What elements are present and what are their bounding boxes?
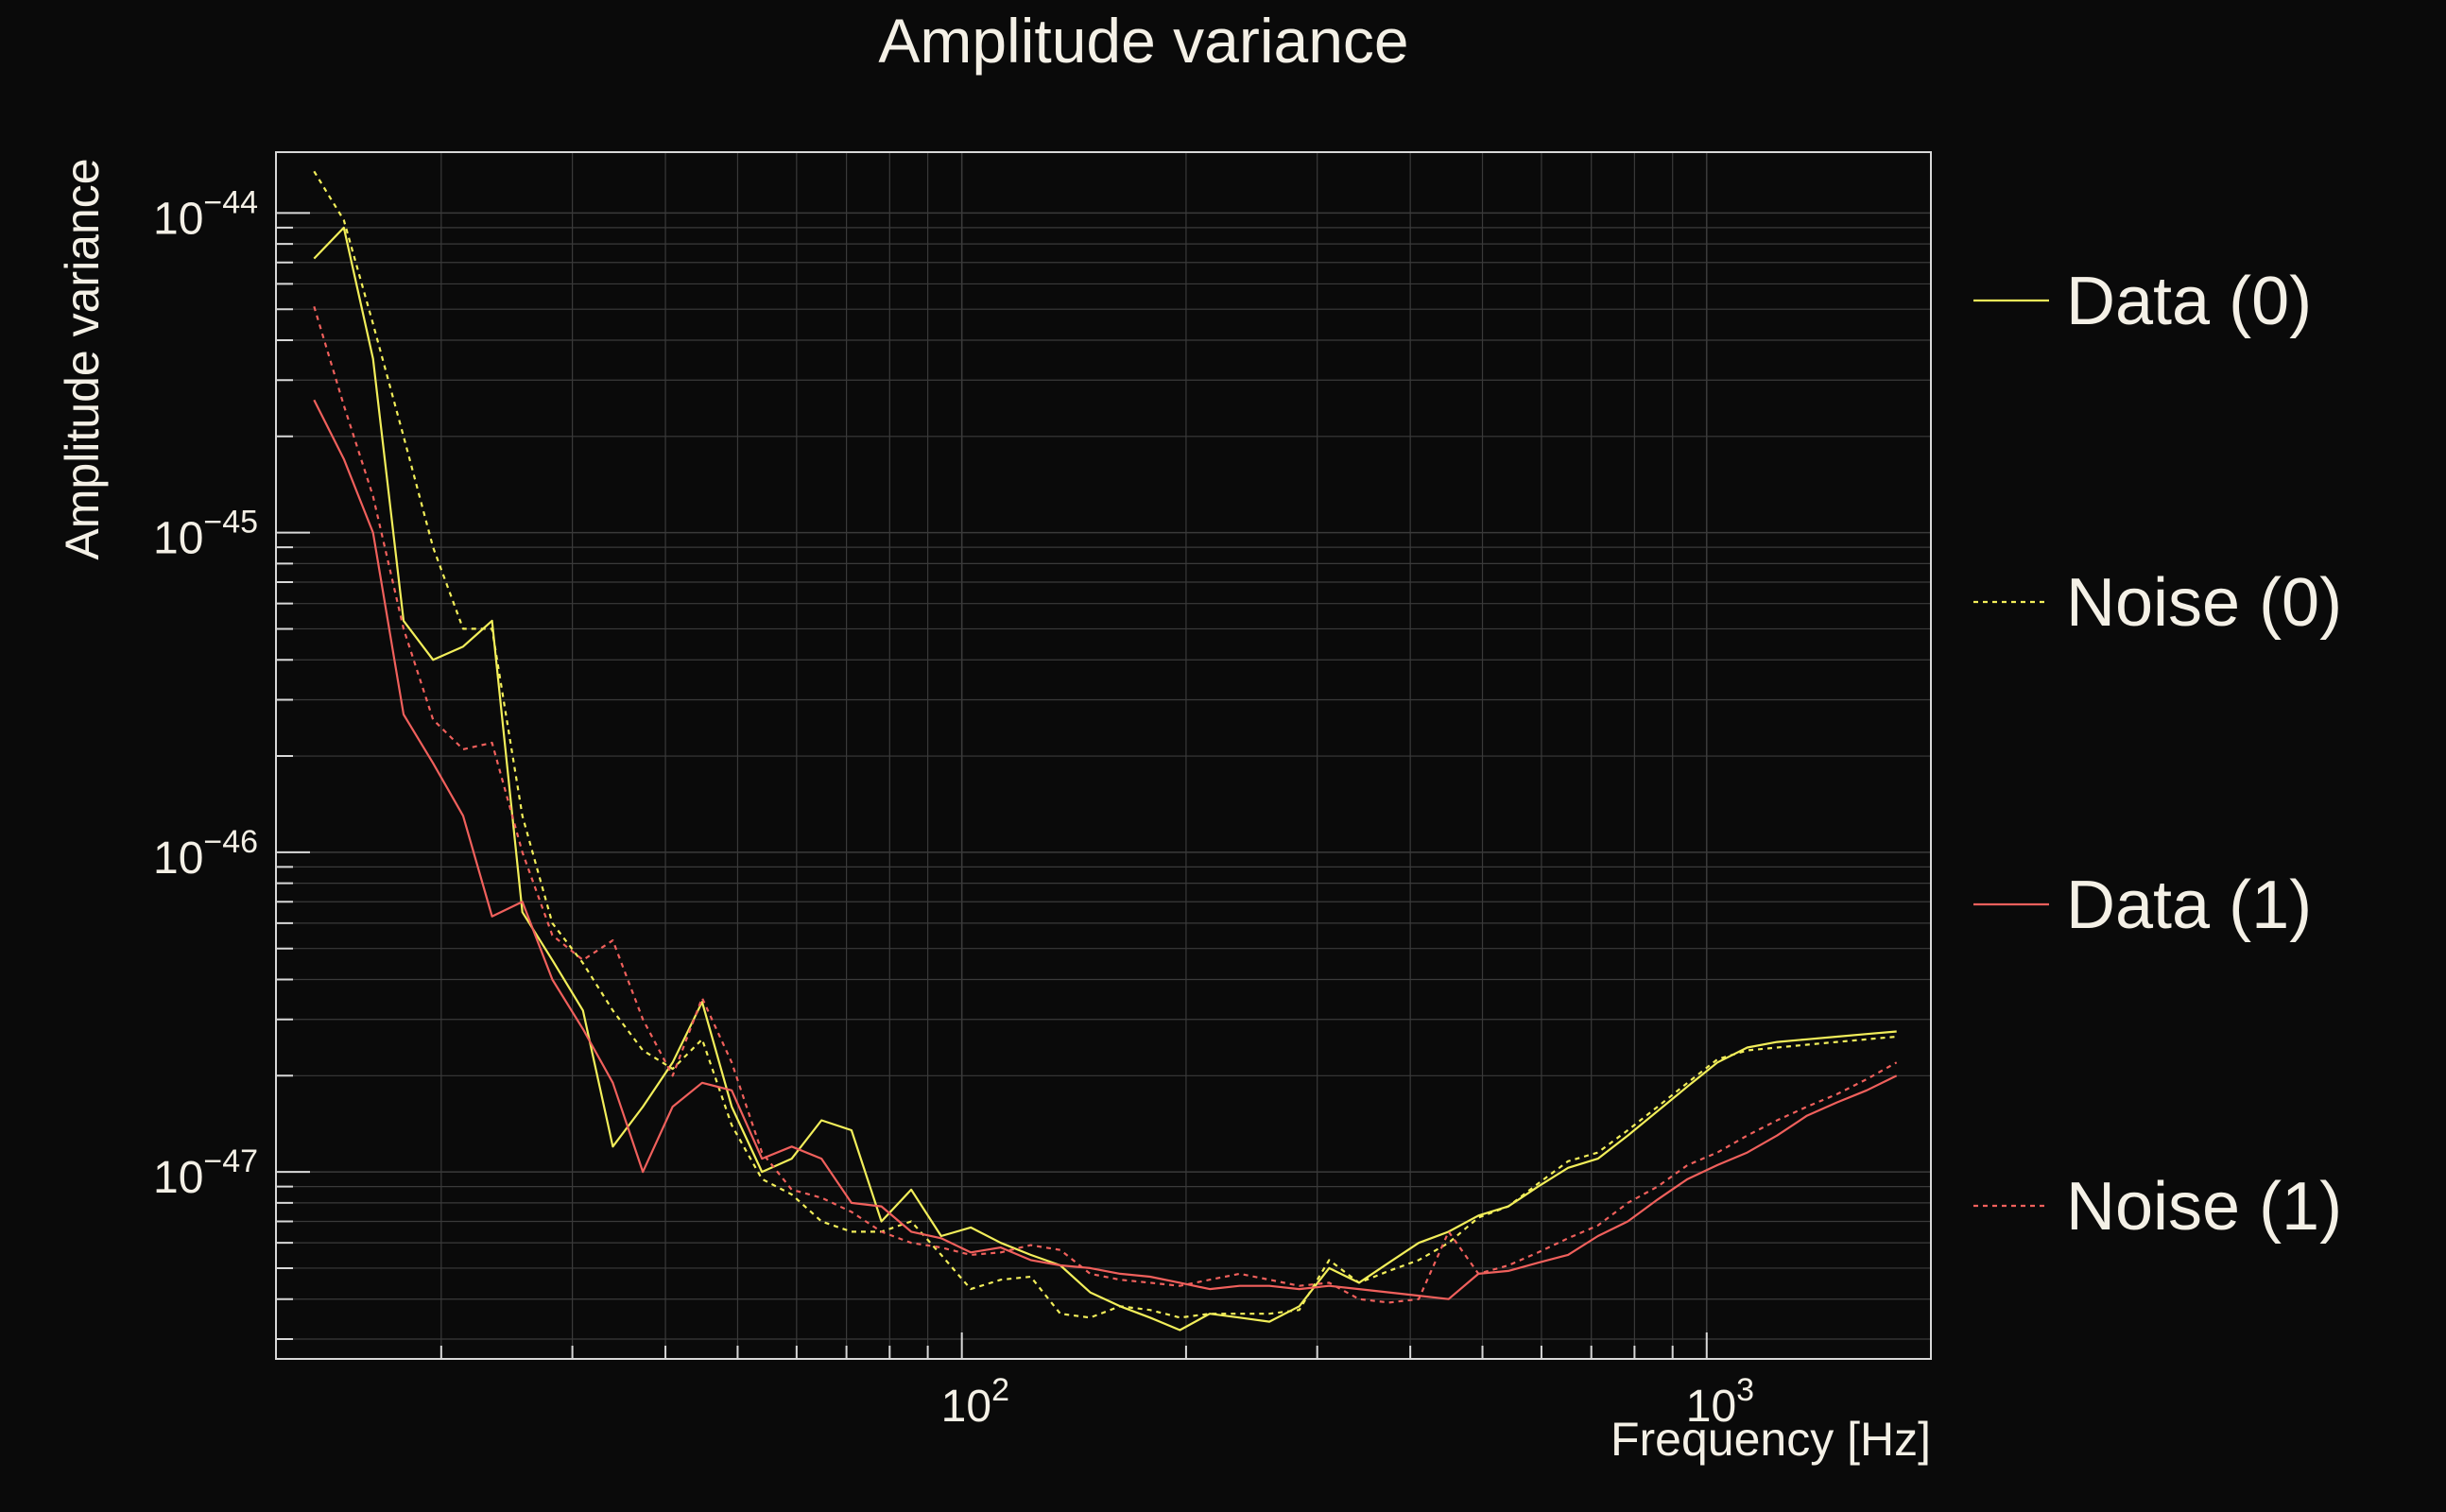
y-tick-label-exponent: −46	[203, 824, 258, 860]
y-tick-label-base: 10	[153, 194, 203, 244]
axis-ticks	[276, 212, 1932, 1359]
legend-label-1: Data (0)	[2066, 264, 2312, 339]
y-tick-label: 10−45	[153, 505, 258, 564]
series-line-3	[313, 399, 1898, 1300]
series-line-4	[313, 305, 1898, 1304]
y-tick-label: 10−47	[153, 1143, 258, 1203]
y-tick-label-base: 10	[153, 514, 203, 564]
legend-label-3: Data (1)	[2066, 868, 2312, 943]
y-axis-label: Amplitude variance	[56, 158, 109, 559]
y-tick-label-exponent: −44	[203, 184, 258, 220]
x-axis-label: Frequency [Hz]	[1611, 1413, 1931, 1466]
y-tick-label-base: 10	[153, 1153, 203, 1203]
x-tick-label: 102	[941, 1372, 1009, 1432]
x-tick-label-exponent: 2	[991, 1372, 1009, 1408]
x-tick-label-base: 10	[1686, 1382, 1736, 1432]
y-tick-label-base: 10	[153, 833, 203, 884]
chart-title: Amplitude variance	[878, 6, 1408, 76]
legend-label-4: Noise (1)	[2066, 1169, 2342, 1245]
y-tick-label: 10−44	[153, 184, 258, 244]
legend-label-2: Noise (0)	[2066, 565, 2342, 641]
grid	[276, 152, 1932, 1359]
series-line-1	[313, 226, 1897, 1332]
y-tick-label-exponent: −47	[203, 1143, 258, 1179]
legend: Data (0) Noise (0) Data (1) Noise (1)	[1973, 264, 2342, 1245]
y-tick-label: 10−46	[153, 824, 258, 884]
x-tick-label: 103	[1686, 1372, 1754, 1432]
x-tick-label-exponent: 3	[1736, 1372, 1754, 1408]
series-lines	[313, 170, 1898, 1332]
y-tick-label-exponent: −45	[203, 505, 258, 541]
x-tick-label-base: 10	[941, 1382, 991, 1432]
